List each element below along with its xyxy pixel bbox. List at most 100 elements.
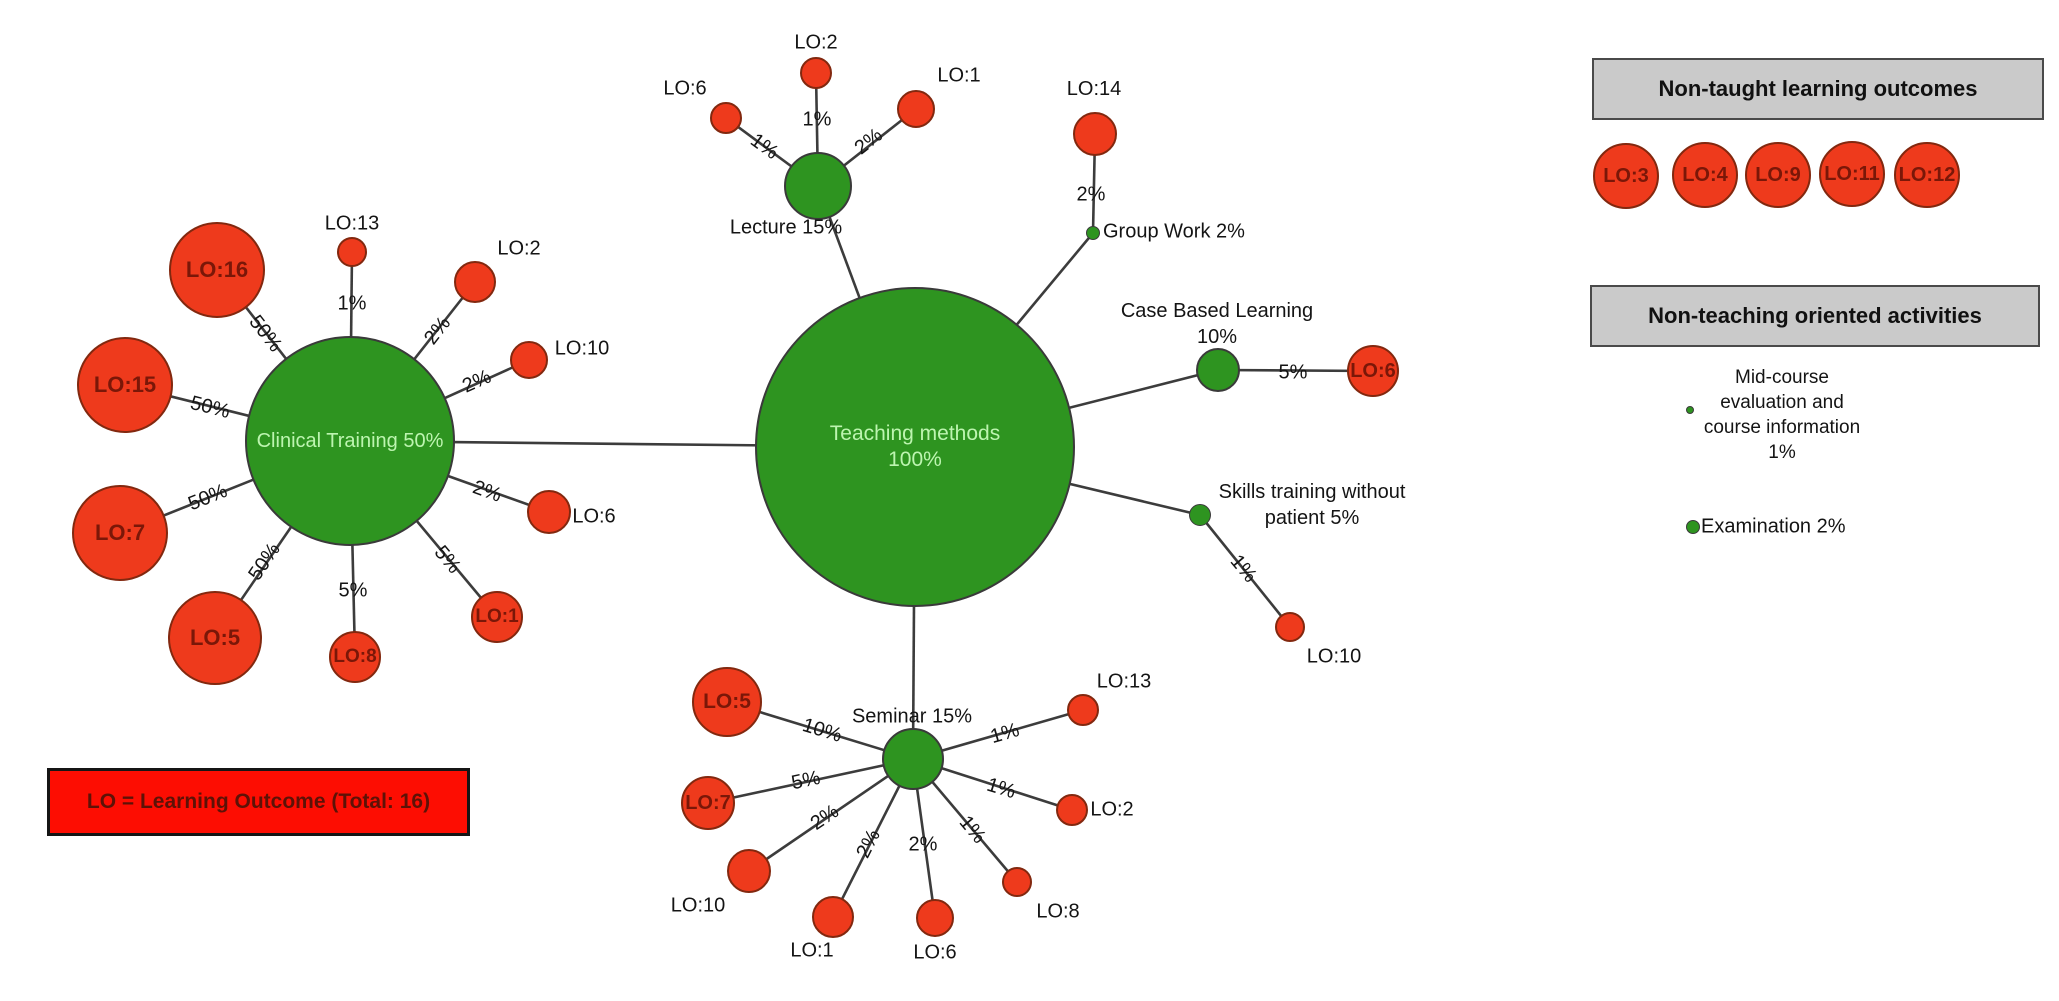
label-lecture: Lecture 15% (729, 216, 843, 239)
outcome-node-clinical-lo5: LO:5 (168, 591, 262, 685)
outcome-label: LO:1 (937, 64, 981, 87)
method-node-label: Teaching methods 100% (830, 421, 1000, 473)
node-skills-training (1189, 504, 1211, 526)
outcome-label: LO:12 (1898, 163, 1956, 186)
node-teaching-methods: Teaching methods 100% (755, 287, 1075, 607)
outcome-label: LO:3 (1603, 164, 1649, 187)
outcome-node-clinical-lo7: LO:7 (72, 485, 168, 581)
mid-course-line4: 1% (1768, 442, 1796, 463)
legend-outcome-lo3: LO:3 (1593, 143, 1659, 209)
edge (748, 757, 914, 873)
outcome-label: LO:5 (189, 625, 241, 650)
case-based-label-line2: 10% (1196, 326, 1238, 348)
outcome-label: LO:10 (670, 894, 726, 917)
outcome-node-seminar-lo6 (916, 899, 954, 937)
outcome-label: LO:6 (913, 941, 957, 964)
outcome-label: LO:16 (185, 257, 249, 282)
skills-label-line2: patient 5% (1264, 507, 1360, 529)
label-examination: Examination 2% (1701, 515, 1846, 538)
outcome-label: LO:6 (663, 77, 707, 100)
outcome-label: LO:9 (1755, 163, 1801, 186)
outcome-label: LO:7 (94, 520, 146, 545)
outcome-label: LO:10 (554, 337, 610, 360)
outcome-label: LO:4 (1682, 163, 1728, 186)
node-seminar (882, 728, 944, 790)
outcome-node-clinical-lo15: LO:15 (77, 337, 173, 433)
outcome-label: LO:13 (1096, 670, 1152, 693)
examination-dot (1686, 520, 1700, 534)
outcome-node-clinical-lo8: LO:8 (329, 631, 381, 683)
teaching-label-line1: Teaching methods (829, 422, 1001, 445)
outcome-label: LO:5 (703, 690, 751, 713)
note-text: LO = Learning Outcome (Total: 16) (86, 790, 431, 813)
teaching-label-line2: 100% (888, 448, 942, 471)
node-case-based-learning (1196, 348, 1240, 392)
legend-outcome-lo9: LO:9 (1745, 142, 1811, 208)
edge-percent-label: 1% (337, 292, 367, 315)
outcome-label: LO:2 (794, 31, 838, 54)
edge (707, 757, 914, 805)
outcome-node-clinical-lo2 (454, 261, 496, 303)
node-group-work (1086, 226, 1100, 240)
skills-label-line1: Skills training without (1218, 481, 1406, 503)
outcome-label: LO:2 (1090, 798, 1134, 821)
label-case-based-learning: Case Based Learning 10% (1121, 298, 1313, 350)
mid-course-line3: course information (1703, 417, 1861, 438)
outcome-node-seminar-lo1 (812, 896, 854, 938)
outcome-label: LO:14 (1066, 78, 1122, 100)
outcome-node-seminar-lo5: LO:5 (692, 667, 762, 737)
edge-percent-label: 2% (1076, 183, 1106, 206)
legend-outcome-lo11: LO:11 (1819, 141, 1885, 207)
mid-course-dot (1686, 406, 1694, 414)
outcome-label: LO:11 (1824, 162, 1880, 185)
outcome-node-lecture-lo1 (897, 90, 935, 128)
outcome-node-groupwork-lo14 (1073, 112, 1117, 156)
outcome-label: LO:10 (1306, 645, 1362, 668)
outcome-node-seminar-lo7: LO:7 (681, 776, 735, 830)
outcome-label: LO:13 (324, 212, 380, 235)
edge-percent-label: 2% (908, 833, 938, 856)
node-lecture (784, 152, 852, 220)
outcome-label: LO:8 (333, 646, 377, 667)
label-mid-course: Mid-course evaluation and course informa… (1704, 365, 1860, 465)
node-clinical-training: Clinical Training 50% (245, 336, 455, 546)
outcome-label: LO:15 (93, 372, 157, 397)
legend-non-teaching-title: Non-teaching oriented activities (1648, 303, 1982, 328)
legend-outcome-lo12: LO:12 (1894, 142, 1960, 208)
outcome-label: LO:1 (790, 939, 834, 962)
mid-course-line1: Mid-course (1735, 367, 1829, 388)
outcome-node-clinical-lo10 (510, 341, 548, 379)
label-seminar: Seminar 15% (851, 705, 973, 728)
outcome-label: LO:2 (497, 237, 541, 260)
edge-percent-label: 1% (802, 108, 832, 131)
outcome-node-seminar-lo13 (1067, 694, 1099, 726)
outcome-node-skills-lo10 (1275, 612, 1305, 642)
edge-percent-label: 5% (338, 579, 368, 602)
legend-outcome-lo4: LO:4 (1672, 142, 1738, 208)
outcome-node-clinical-lo6 (527, 490, 571, 534)
outcome-node-clinical-lo13 (337, 237, 367, 267)
outcome-node-casebased-lo6: LO:6 (1347, 345, 1399, 397)
outcome-node-seminar-lo2 (1056, 794, 1088, 826)
outcome-label: LO:7 (685, 791, 731, 814)
outcome-label: LO:6 (1350, 359, 1396, 382)
case-based-label-line1: Case Based Learning (1120, 300, 1314, 322)
outcome-node-clinical-lo16: LO:16 (169, 222, 265, 318)
outcome-node-clinical-lo1: LO:1 (471, 591, 523, 643)
mid-course-line2: evaluation and (1720, 392, 1844, 413)
label-skills-training: Skills training without patient 5% (1219, 479, 1406, 531)
edge-percent-label: 5% (1278, 361, 1308, 384)
outcome-node-seminar-lo10 (727, 849, 771, 893)
outcome-label: LO:1 (475, 606, 519, 627)
method-node-label: Clinical Training 50% (256, 429, 444, 452)
note-box: LO = Learning Outcome (Total: 16) (47, 768, 470, 836)
edge (1198, 514, 1292, 628)
legend-non-taught-box: Non-taught learning outcomes (1592, 58, 2044, 120)
legend-non-taught-title: Non-taught learning outcomes (1658, 76, 1978, 101)
outcome-label: LO:6 (572, 505, 616, 528)
label-group-work: Group Work 2% (1103, 220, 1245, 243)
outcome-node-seminar-lo8 (1002, 867, 1032, 897)
outcome-node-lecture-lo6 (710, 102, 742, 134)
legend-non-teaching-box: Non-teaching oriented activities (1590, 285, 2040, 347)
